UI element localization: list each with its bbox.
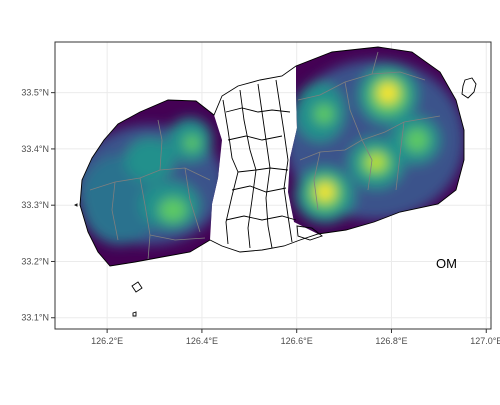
y-tick-label-4: 33.5°N (21, 88, 49, 98)
x-tick-label-2: 126.6°E (281, 336, 313, 346)
east-heatmap (288, 47, 464, 234)
map-label: OM (436, 256, 457, 271)
east-heatmap-blobs (288, 60, 464, 223)
y-tick-label-0: 33.1°N (21, 313, 49, 323)
x-tick-label-4: 127.0°E (470, 336, 500, 346)
y-tick-label-1: 33.2°N (21, 256, 49, 266)
west-inner-boundaries (89, 119, 211, 261)
island-outline (73, 46, 477, 317)
axis-ticks: 126.2°E 126.4°E 126.6°E 126.8°E 127.0°E 33.1°… (21, 88, 500, 346)
x-tick-label-0: 126.2°E (91, 336, 123, 346)
x-tick-label-3: 126.8°E (375, 336, 407, 346)
panel-border (54, 41, 492, 330)
y-tick-label-3: 33.4°N (21, 144, 49, 154)
east-inner-boundaries (297, 51, 441, 211)
x-tick-label-1: 126.4°E (186, 336, 218, 346)
y-tick-label-2: 33.3°N (21, 200, 49, 210)
west-heatmap-blobs (80, 118, 222, 245)
